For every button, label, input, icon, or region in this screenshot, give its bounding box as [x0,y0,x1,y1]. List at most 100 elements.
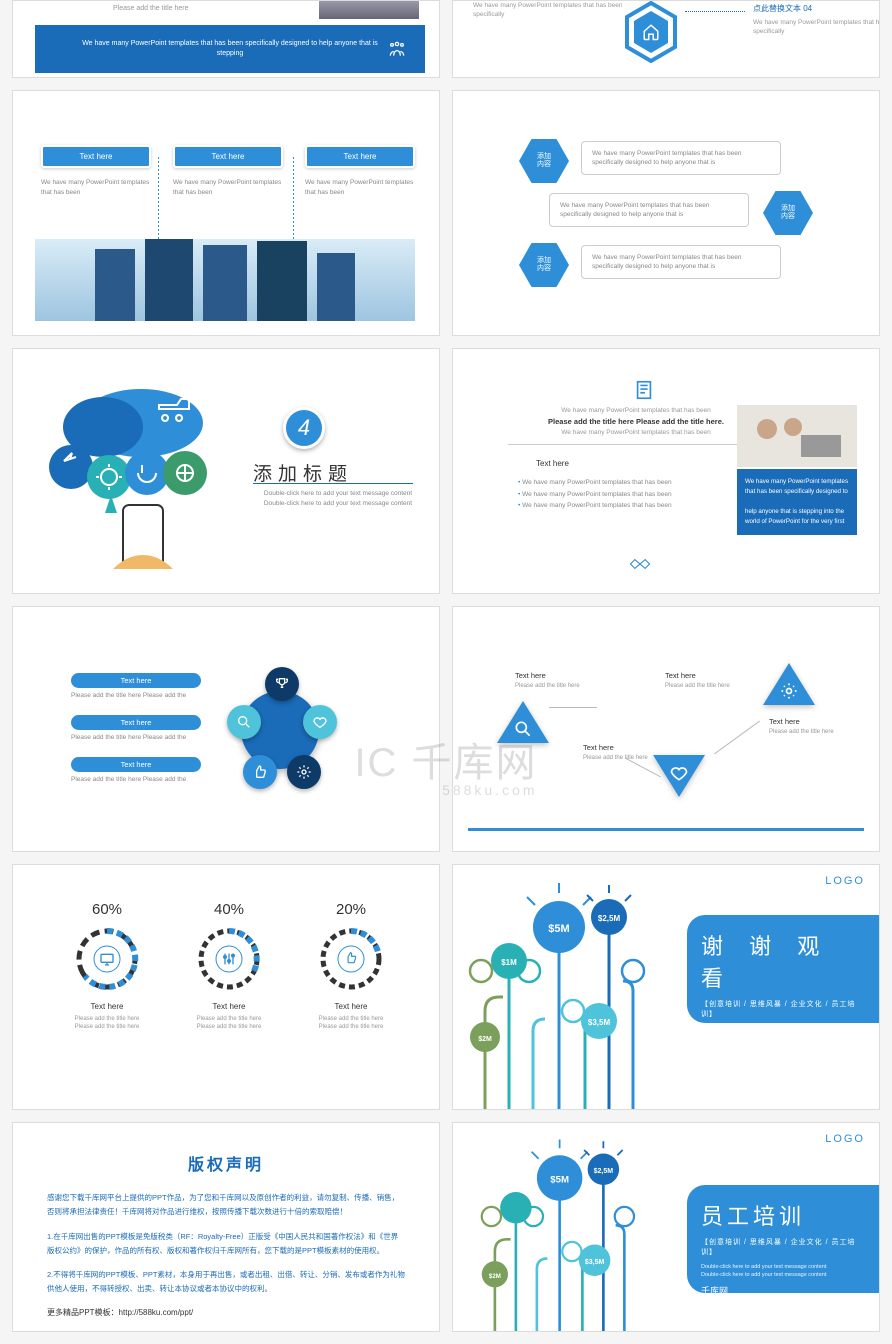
slide-9: 60% Text here Please add the title here … [12,864,440,1110]
slide8-line1 [549,707,597,708]
slide6-title: Please add the title here Please add the… [511,417,761,426]
svg-text:$1M: $1M [501,958,517,967]
svg-text:$3,5M: $3,5M [588,1018,611,1027]
slide10-logo: LOGO [825,875,865,887]
slide10-bulb-graphic: $5M $2,5M $1M $2M $3,5M [459,871,669,1103]
document-icon [633,379,655,401]
slide-6: We have many PowerPoint templates that h… [452,348,880,594]
slide4-hex3: 添加 内容 [519,243,569,287]
slide12-title: 员工培训 [701,1199,865,1231]
slide6-bullets: We have many PowerPoint templates that h… [518,477,672,512]
slide3-btn1: Text here [41,145,151,168]
slide2-textblock: 点此替换文本 04 We have many PowerPoint templa… [753,3,880,36]
slide8-lbl2: Text herePlease add the title here [583,743,683,761]
slide6-heading: Text here [536,459,569,468]
slide4-box3: We have many PowerPoint templates that h… [581,245,781,279]
slide6-photo [737,405,857,467]
slide-7: Text here Please add the title here Plea… [12,606,440,852]
slide-12: LOGO $5M $2,5M $2M [452,1122,880,1332]
slide-1: Please add the title here We have many P… [12,0,440,78]
svg-text:$2,5M: $2,5M [598,914,621,923]
slide8-tri1 [497,701,549,743]
slide7-label2: Text here Please add the title here Plea… [71,715,201,741]
slide11-p3: 2.不得将千库网的PPT模板、PPT素材，本身用于再出售，或者出租、出借、转让、… [47,1268,405,1297]
slide4-box2: We have many PowerPoint templates that h… [549,193,749,227]
slide11-title: 版权声明 [47,1151,405,1175]
slide4-box1: We have many PowerPoint templates that h… [581,141,781,175]
slide3-col3: Text here We have many PowerPoint templa… [305,145,415,198]
slide10-tag: 【创意培训 / 思维风暴 / 企业文化 / 员工培训】 [701,999,865,1019]
svg-text:$2M: $2M [478,1036,492,1043]
heart-icon [303,705,337,739]
slide3-vline1 [158,157,159,239]
slide3-txt3: We have many PowerPoint templates that h… [305,178,415,198]
svg-text:$2M: $2M [489,1273,501,1280]
monitor-icon [99,951,115,967]
slide10-brand: 千库网 [701,1046,865,1059]
slide12-panel: 员工培训 【创意培训 / 思维风暴 / 企业文化 / 员工培训】 Double-… [687,1185,879,1293]
slide-5: 4 添加标题 Double-click here to add your tex… [12,348,440,594]
dial-60 [72,924,142,994]
slide5-divider [253,483,413,484]
slide6-bluebox: We have many PowerPoint templates that h… [737,469,857,535]
slide8-baseline [468,828,864,831]
search-icon [227,705,261,739]
slide6-small2: We have many PowerPoint templates that h… [511,429,761,436]
slide-10: LOGO $5M $2,5M $1M [452,864,880,1110]
slide12-tag: 【创意培训 / 思维风暴 / 企业文化 / 员工培训】 [701,1237,865,1257]
slide2-dotted-line [685,11,745,12]
slide9-col3: 20% Text here Please add the title here … [301,901,401,1032]
slide10-panel: 谢 谢 观 看 【创意培训 / 思维风暴 / 企业文化 / 员工培训】 Doub… [687,915,879,1023]
slide3-txt1: We have many PowerPoint templates that h… [41,178,151,198]
slide11-footer: 更多精品PPT模板：http://588ku.com/ppt/ [47,1307,405,1318]
handshake-icon [629,557,651,571]
slide5-subtitle: Double-click here to add your text messa… [253,489,423,509]
slide7-label1: Text here Please add the title here Plea… [71,673,201,699]
slide11-p2: 1.在千库网出售的PPT模板是免版税类（RF：Royalty-Free）正版受《… [47,1230,405,1259]
slide9-col1: 60% Text here Please add the title here … [57,901,157,1032]
slide-4: 添加 内容 We have many PowerPoint templates … [452,90,880,336]
slide12-bulb-graphic: $5M $2,5M $2M $3,5M [459,1129,669,1332]
slide10-title: 谢 谢 观 看 [701,929,865,993]
slide3-btn2: Text here [173,145,283,168]
slide3-col1: Text here We have many PowerPoint templa… [41,145,151,198]
slide2-hexagon [623,1,679,63]
slide2-body: We have many PowerPoint templates that h… [753,18,880,36]
slide3-btn3: Text here [305,145,415,168]
slide9-col2: 40% Text here Please add the title here … [179,901,279,1032]
gear-icon [287,755,321,789]
thumbsup-icon [344,951,358,965]
svg-text:$3,5M: $3,5M [585,1259,605,1266]
slide-3: Text here We have many PowerPoint templa… [12,90,440,336]
slide11-p1: 感谢您下载千库网平台上提供的PPT作品，为了您和千库网以及原创作者的利益，请勿复… [47,1191,405,1220]
slide-grid: Please add the title here We have many P… [0,0,892,1344]
slide3-col2: Text here We have many PowerPoint templa… [173,145,283,198]
svg-text:$5M: $5M [548,923,569,935]
svg-text:$5M: $5M [550,1174,569,1185]
slide12-logo: LOGO [825,1133,865,1145]
slide10-sub: Double-click here to add your text messa… [701,1025,865,1042]
slide2-title: 点此替换文本 04 [753,3,880,14]
slide12-sub: Double-click here to add your text messa… [701,1263,865,1280]
slide5-title: 添加标题 [253,459,353,486]
slide8-line3 [714,721,760,755]
trophy-icon [265,667,299,701]
dial-40 [194,924,264,994]
slide4-hex1: 添加 内容 [519,139,569,183]
slide3-building-photo [35,239,415,321]
slide3-vline2 [293,157,294,239]
slide3-txt2: We have many PowerPoint templates that h… [173,178,283,198]
sliders-icon [221,951,237,967]
thumbsup-icon [243,755,277,789]
slide1-photo-fragment [319,0,419,19]
slide4-hex2: 添加 内容 [763,191,813,235]
slide7-label3: Text here Please add the title here Plea… [71,757,201,783]
slide1-subtitle: Please add the title here [113,5,189,12]
dial-20 [316,924,386,994]
slide12-brand: 千库网 [701,1284,865,1297]
slide-11: 版权声明 感谢您下载千库网平台上提供的PPT作品，为了您和千库网以及原创作者的利… [12,1122,440,1332]
slide5-number-badge: 4 [283,407,325,449]
slide8-lbl1: Text herePlease add the title here [515,671,615,689]
slide1-banner: We have many PowerPoint templates that h… [35,25,425,73]
slide1-banner-text: We have many PowerPoint templates that h… [75,39,385,60]
